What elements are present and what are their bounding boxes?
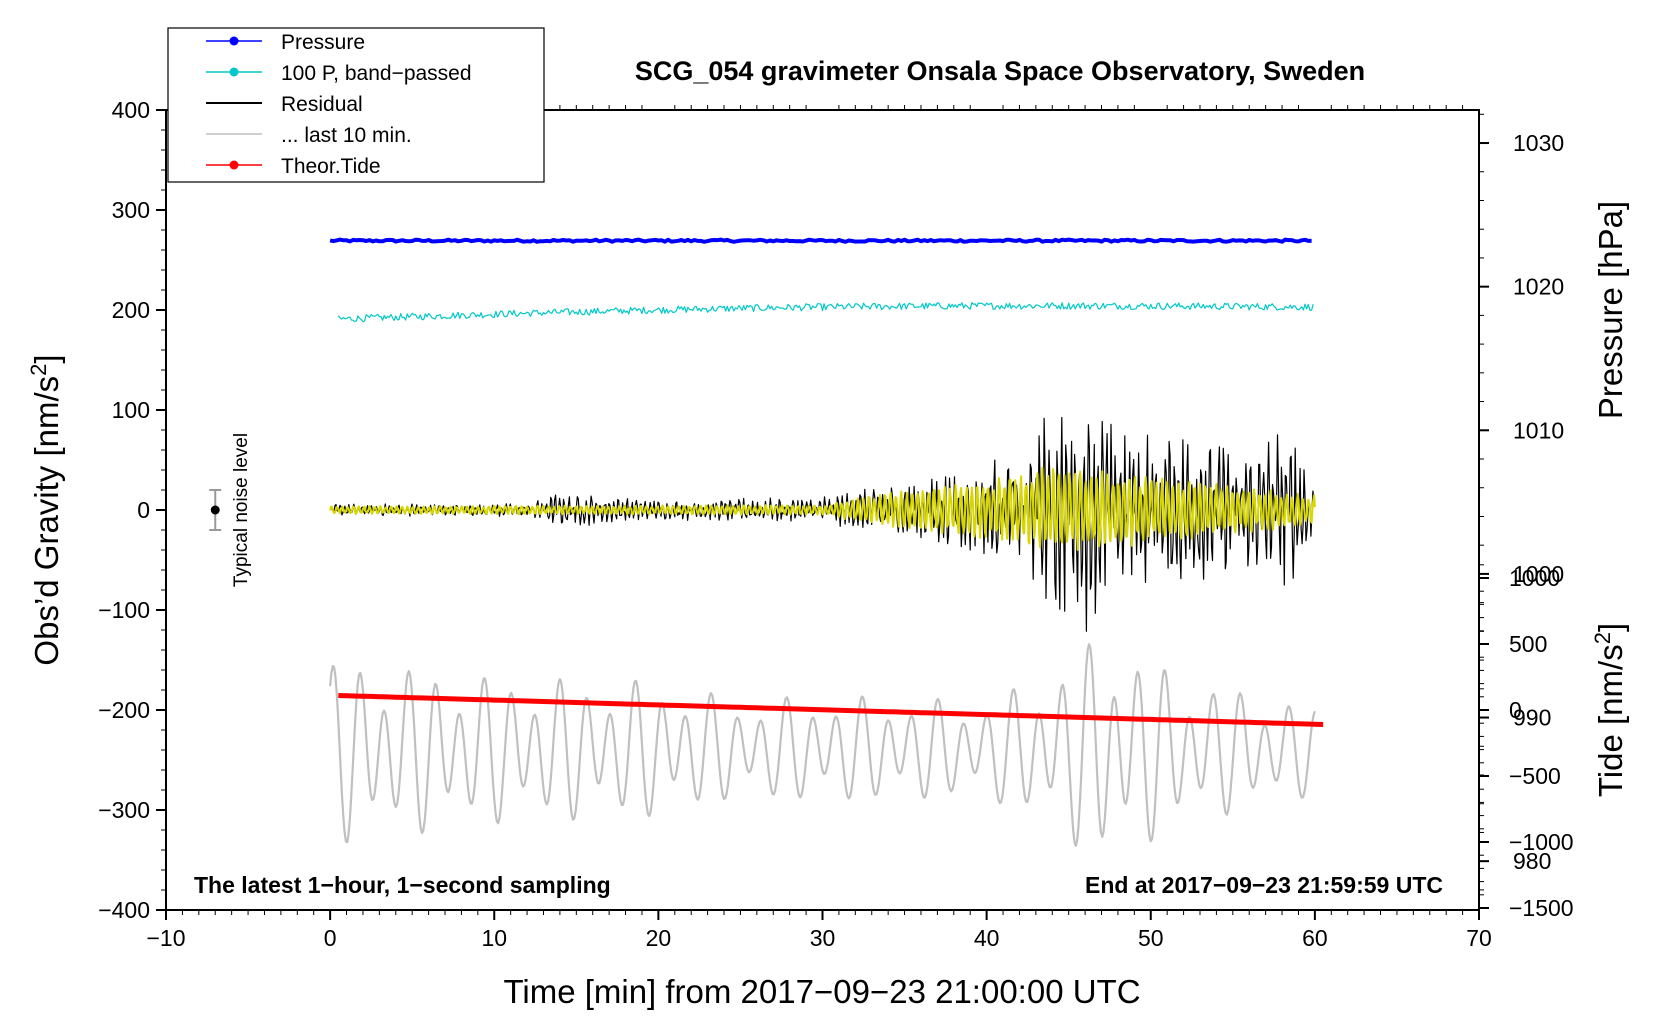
- noise-level-label: Typical noise level: [231, 433, 252, 587]
- series-residual-filtered: [329, 466, 1316, 551]
- y-tick-label: 0: [137, 497, 150, 523]
- legend-label: Theor.Tide: [281, 155, 381, 178]
- pressure-tick-label: 980: [1513, 848, 1551, 874]
- noise-dot: [210, 505, 220, 515]
- x-tick-label: 70: [1466, 925, 1492, 951]
- y-tick-label: 200: [112, 297, 150, 323]
- pressure-tick-label: 1000: [1513, 561, 1564, 587]
- tide-tick-label: 0: [1509, 697, 1522, 723]
- tide-tick-label: 500: [1509, 631, 1547, 657]
- x-tick-label: 10: [481, 925, 507, 951]
- legend-swatch-marker: [229, 160, 239, 170]
- y-tick-label: −100: [98, 597, 150, 623]
- x-tick-label: 60: [1302, 925, 1328, 951]
- x-tick-label: 50: [1138, 925, 1164, 951]
- legend-label: ... last 10 min.: [281, 124, 412, 147]
- x-tick-label: −10: [146, 925, 185, 951]
- legend-swatch-marker: [229, 67, 239, 77]
- legend-label: Residual: [281, 93, 363, 116]
- y-tick-label: 400: [112, 97, 150, 123]
- series-layer: [329, 237, 1324, 847]
- annotation-bottom-right: End at 2017−09−23 21:59:59 UTC: [1085, 872, 1443, 898]
- series-last-10-min: [329, 643, 1316, 847]
- x-tick-label: 0: [324, 925, 337, 951]
- legend-label: 100 P, band−passed: [281, 62, 472, 85]
- y-axis-title-pressure: Pressure [hPa]: [1592, 201, 1629, 419]
- y-tick-label: 300: [112, 197, 150, 223]
- tide-tick-label: −500: [1509, 763, 1561, 789]
- chart-title: SCG_054 gravimeter Onsala Space Observat…: [635, 56, 1365, 86]
- axis-layer: −10 0 10 20 30 40 50 60 704003002001000−100−200−…: [98, 97, 1573, 951]
- tide-tick-label: 1000: [1509, 565, 1560, 591]
- x-tick-label: 30: [810, 925, 836, 951]
- y-tick-label: −400: [98, 897, 150, 923]
- y-tick-label: −200: [98, 697, 150, 723]
- annotation-bottom-left: The latest 1−hour, 1−second sampling: [194, 872, 611, 898]
- legend: Pressure 100 P, band−passed Residual ... la…: [167, 27, 545, 183]
- series-residual: [329, 416, 1315, 632]
- series-theoretical-tide: [338, 693, 1324, 727]
- series-pressure: [329, 237, 1312, 244]
- y-axis-title-tide: Tide [nm/s2]: [1590, 623, 1629, 797]
- legend-swatch-marker: [229, 36, 239, 46]
- y-tick-label: −300: [98, 797, 150, 823]
- tide-tick-label: −1500: [1509, 895, 1574, 921]
- y-tick-label: 100: [112, 397, 150, 423]
- x-tick-label: 20: [646, 925, 672, 951]
- x-tick-label: 40: [974, 925, 1000, 951]
- tide-tick-label: −1000: [1509, 829, 1574, 855]
- pressure-tick-label: 1010: [1513, 417, 1564, 443]
- series-band-passed-pressure: [337, 302, 1314, 323]
- legend-label: Pressure: [281, 31, 365, 54]
- pressure-tick-label: 990: [1513, 705, 1551, 731]
- pressure-tick-label: 1030: [1513, 130, 1564, 156]
- noise-marker: Typical noise level: [209, 433, 252, 587]
- y-axis-title-left: Obs’d Gravity [nm/s2]: [26, 354, 65, 665]
- legend-box: [167, 27, 545, 183]
- pressure-tick-label: 1020: [1513, 274, 1564, 300]
- x-axis-title: Time [min] from 2017−09−23 21:00:00 UTC: [503, 973, 1140, 1010]
